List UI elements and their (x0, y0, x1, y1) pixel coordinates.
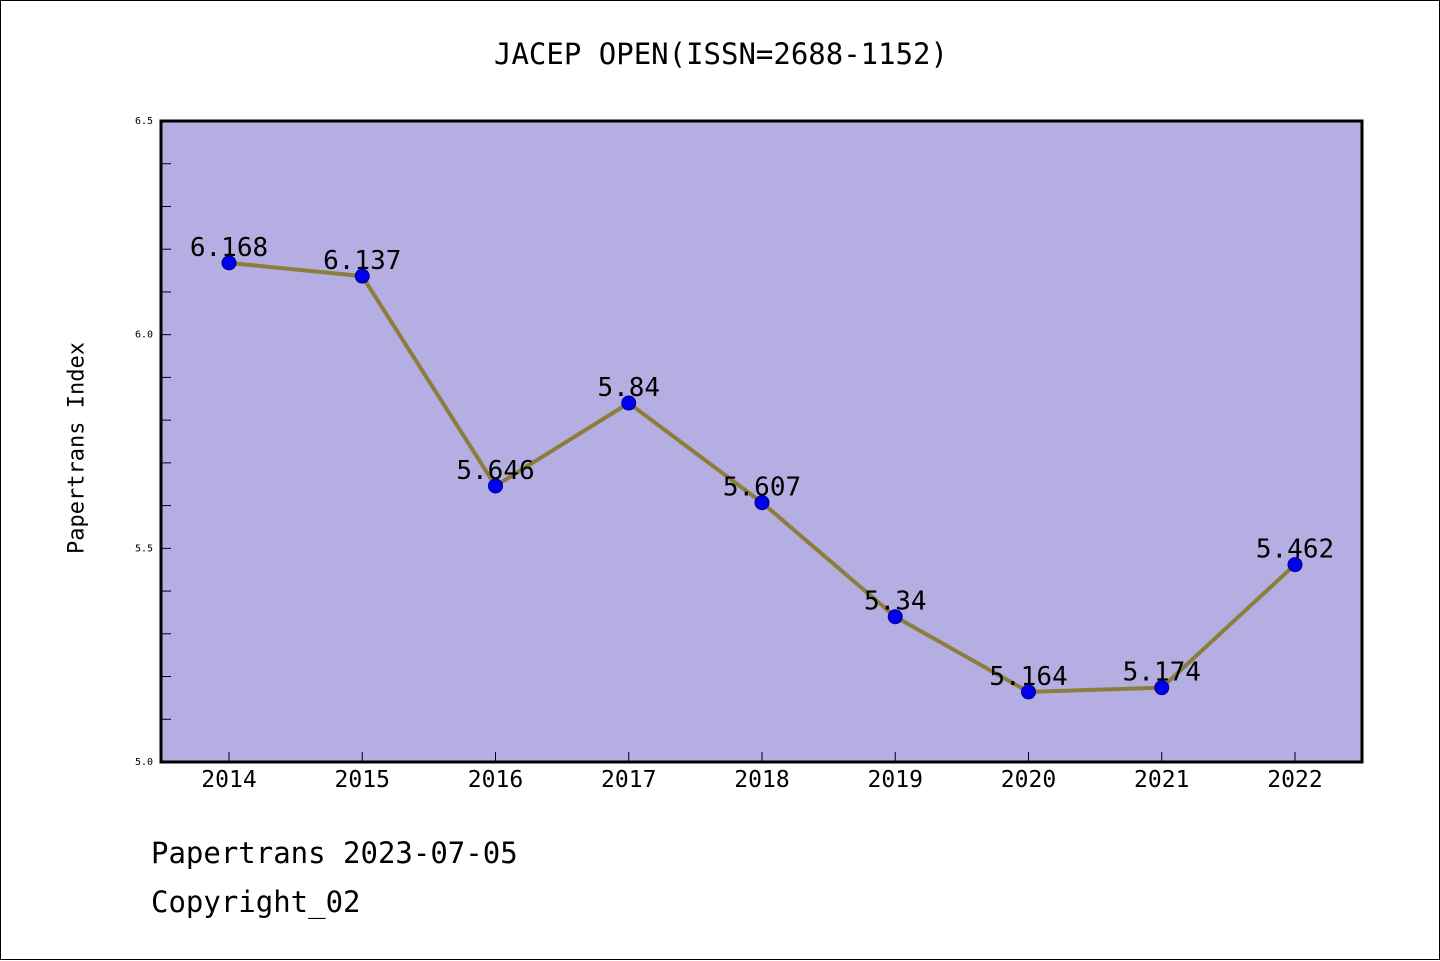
data-point (754, 495, 770, 511)
data-label: 6.168 (190, 233, 268, 263)
data-label: 5.646 (456, 456, 534, 486)
data-point (221, 255, 237, 271)
data-label: 5.607 (723, 473, 801, 503)
data-point (488, 478, 503, 494)
data-label: 5.174 (1123, 658, 1201, 688)
data-point (354, 268, 370, 284)
data-point (1154, 680, 1170, 696)
data-label: 5.84 (597, 373, 660, 403)
y-tick-label: 5.0 (135, 757, 153, 768)
x-tick-label: 2022 (1267, 767, 1322, 793)
data-point (621, 395, 637, 411)
y-axis-label: Papertrans Index (64, 342, 90, 554)
y-tick-label: 6.0 (135, 330, 153, 341)
y-tick-label: 5.5 (135, 543, 153, 554)
data-label: 6.137 (323, 246, 401, 276)
x-tick-label: 2020 (1001, 767, 1056, 793)
data-point (1287, 557, 1303, 573)
data-point (887, 609, 903, 625)
data-label: 5.462 (1256, 535, 1334, 565)
x-tick-label: 2021 (1134, 767, 1189, 793)
data-label: 5.164 (989, 662, 1067, 692)
footer-date: Papertrans 2023-07-05 (151, 836, 518, 870)
plot-border (159, 119, 1364, 764)
x-tick-label: 2017 (601, 767, 656, 793)
data-label: 5.34 (864, 587, 927, 617)
plot-area (161, 121, 1362, 762)
x-tick-label: 2015 (335, 767, 390, 793)
x-tick-label: 2018 (734, 767, 789, 793)
x-tick-label: 2019 (868, 767, 923, 793)
x-tick-label: 2014 (201, 767, 256, 793)
x-tick-label: 2016 (468, 767, 523, 793)
y-tick-label: 6.5 (135, 116, 153, 127)
chart-title: JACEP OPEN(ISSN=2688-1152) (494, 37, 948, 71)
data-point (1021, 684, 1036, 700)
footer-copyright: Copyright_02 (151, 885, 361, 919)
